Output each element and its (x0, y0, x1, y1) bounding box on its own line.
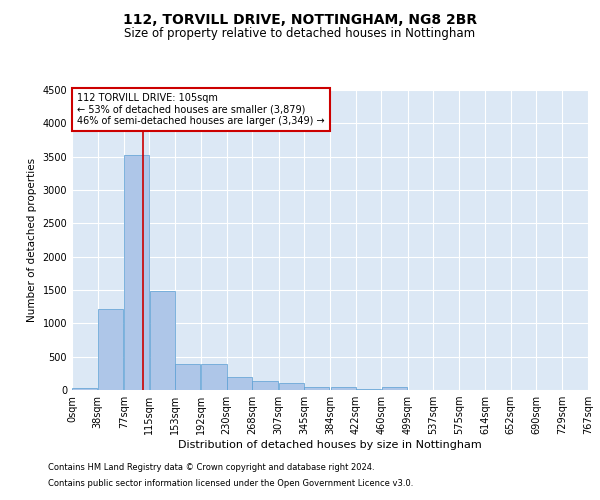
Text: Size of property relative to detached houses in Nottingham: Size of property relative to detached ho… (124, 28, 476, 40)
Bar (227, 376, 252, 390)
Bar (331, 386, 356, 390)
Bar (382, 386, 407, 390)
Bar (202, 364, 227, 390)
Bar (304, 386, 329, 390)
Bar (175, 364, 200, 390)
Bar (124, 154, 149, 390)
Y-axis label: Number of detached properties: Number of detached properties (27, 158, 37, 322)
X-axis label: Distribution of detached houses by size in Nottingham: Distribution of detached houses by size … (178, 440, 482, 450)
Text: Contains HM Land Registry data © Crown copyright and database right 2024.: Contains HM Land Registry data © Crown c… (48, 464, 374, 472)
Bar (253, 382, 278, 390)
Bar (279, 384, 304, 390)
Bar (72, 388, 97, 390)
Bar (149, 292, 175, 390)
Text: Contains public sector information licensed under the Open Government Licence v3: Contains public sector information licen… (48, 478, 413, 488)
Bar (98, 308, 123, 390)
Text: 112, TORVILL DRIVE, NOTTINGHAM, NG8 2BR: 112, TORVILL DRIVE, NOTTINGHAM, NG8 2BR (123, 12, 477, 26)
Text: 112 TORVILL DRIVE: 105sqm
← 53% of detached houses are smaller (3,879)
46% of se: 112 TORVILL DRIVE: 105sqm ← 53% of detac… (77, 93, 325, 126)
